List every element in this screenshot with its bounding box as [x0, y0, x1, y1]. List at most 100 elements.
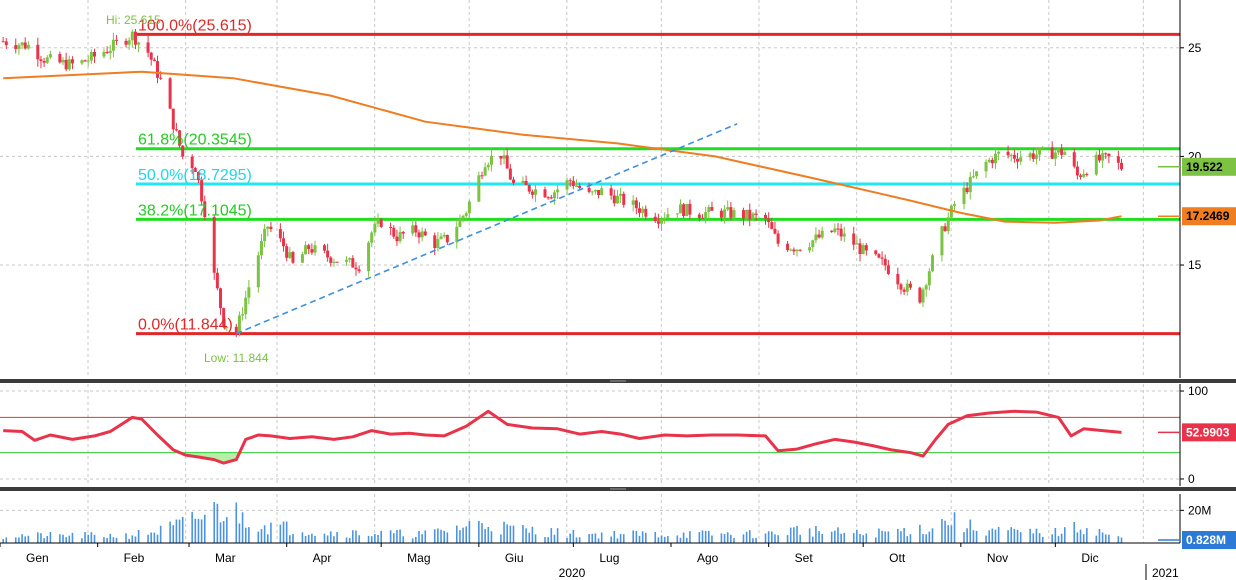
volume-bar	[733, 537, 735, 543]
candle-body	[1012, 154, 1016, 159]
volume-bar	[279, 524, 282, 543]
volume-bar	[370, 536, 373, 543]
volume-bar	[774, 534, 776, 543]
volume-bar	[112, 537, 115, 543]
volume-bar	[919, 524, 921, 543]
candle-body	[877, 254, 881, 258]
volume-bar	[682, 532, 685, 543]
candle-body	[615, 195, 619, 204]
candle-body	[751, 213, 755, 219]
candle-body	[962, 187, 966, 205]
volume-bar	[663, 536, 666, 543]
volume-bar	[1035, 528, 1038, 543]
volume-bar	[566, 537, 568, 543]
volume-bar	[125, 533, 127, 543]
candle-body	[622, 193, 626, 205]
candle-body	[1050, 147, 1054, 159]
candle-body	[776, 233, 780, 244]
candle-body	[767, 218, 771, 223]
volume-bar	[708, 530, 710, 543]
candle-body	[814, 234, 818, 241]
volume-axis: 20M	[1179, 494, 1211, 543]
volume-bar	[402, 536, 405, 543]
volume-bar	[619, 534, 622, 543]
volume-bar	[487, 526, 490, 543]
volume-bar	[307, 534, 310, 543]
candle-body	[943, 226, 947, 232]
volume-bar	[742, 534, 745, 543]
volume-bar	[24, 536, 27, 543]
volume-bar	[660, 535, 663, 543]
candle-body	[707, 207, 711, 213]
candle-body	[266, 226, 270, 229]
candle-body	[530, 191, 534, 195]
volume-bar	[793, 527, 795, 543]
volume-bar	[525, 528, 527, 543]
month-label: Mag	[407, 551, 430, 565]
candle-body	[398, 231, 402, 242]
volume-bar	[657, 537, 660, 543]
volume-bar	[455, 525, 458, 543]
candle-body	[656, 221, 660, 224]
volume-bar	[241, 512, 244, 543]
rsi-value-badge	[1182, 423, 1236, 442]
candle-body	[304, 245, 308, 255]
volume-bar	[726, 532, 729, 543]
volume-bar	[147, 534, 149, 543]
volume-bar	[14, 537, 17, 543]
volume-bar	[1041, 536, 1044, 543]
candle-body	[127, 40, 131, 45]
candle-body	[4, 41, 8, 46]
candle-body	[1082, 174, 1086, 177]
candle-body	[42, 60, 46, 63]
volume-bar	[377, 534, 379, 543]
candle-body	[546, 197, 550, 199]
candle-body	[638, 208, 642, 213]
candle-body	[990, 159, 994, 164]
panel-separator[interactable]	[0, 379, 1236, 383]
candle-body	[549, 197, 553, 199]
candle-body	[682, 204, 686, 217]
candle-body	[196, 172, 200, 181]
candle-body	[1075, 166, 1079, 176]
volume-bar	[1029, 528, 1031, 543]
volume-bar	[1076, 532, 1079, 543]
candle-body	[455, 226, 459, 243]
month-label: Apr	[313, 551, 332, 565]
candle-body	[89, 51, 93, 61]
candle-body	[439, 236, 443, 239]
volume-bar	[248, 527, 250, 543]
volume-bar	[59, 534, 61, 543]
candle-body	[842, 233, 846, 237]
candle-body	[817, 234, 821, 238]
candle-body	[26, 44, 30, 49]
volume-bar	[128, 538, 130, 543]
volume-bar	[481, 523, 483, 543]
candle-body	[619, 193, 623, 196]
low-label: Low: 11.844	[204, 351, 269, 365]
candle-body	[833, 228, 837, 232]
volume-bar	[764, 533, 767, 543]
volume-bar	[1079, 529, 1082, 543]
rsi-grid	[0, 384, 1180, 486]
candle-body	[483, 167, 487, 176]
volume-bar	[336, 531, 338, 543]
month-label: Giu	[505, 551, 524, 565]
volume-bar	[610, 536, 612, 543]
volume-bar	[222, 521, 225, 543]
candle-body	[1034, 154, 1038, 159]
candle-body	[146, 42, 150, 53]
volume-bar	[830, 531, 833, 543]
panel-separator[interactable]	[0, 487, 1236, 491]
volume-bar	[748, 530, 751, 543]
volume-bar	[925, 534, 927, 543]
candle-body	[1094, 154, 1098, 175]
volume-bar	[878, 528, 880, 543]
candle-body	[345, 259, 349, 262]
volume-bar	[622, 534, 625, 543]
candle-body	[688, 203, 692, 215]
candle-body	[808, 247, 812, 251]
candle-body	[697, 214, 701, 218]
candle-body	[326, 250, 330, 258]
